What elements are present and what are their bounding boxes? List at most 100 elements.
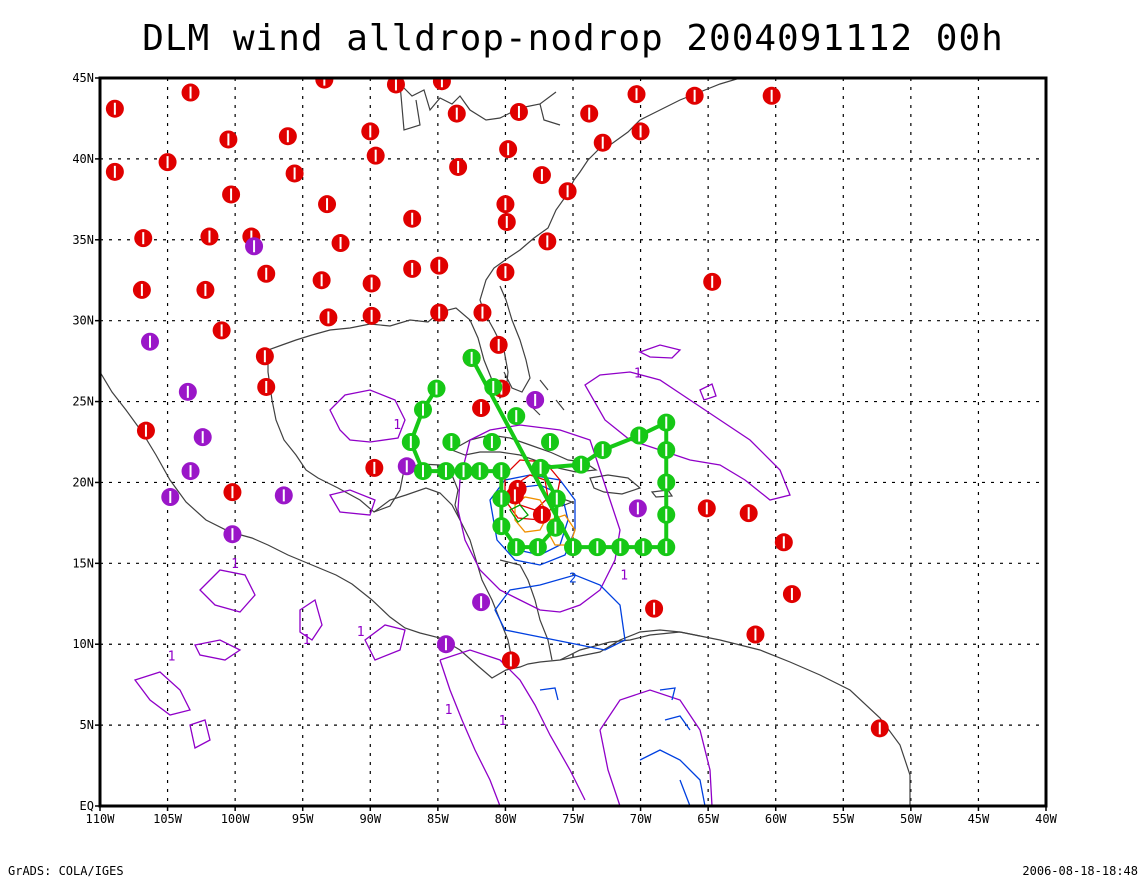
green-observation-marker [611,538,630,557]
red-observation-marker [472,399,491,418]
red-observation-marker [499,140,518,159]
coastline-gulf [267,78,741,521]
red-observation-marker [181,83,200,102]
x-tick-label: 90W [359,812,381,826]
red-observation-marker [489,335,508,354]
red-observation-marker [403,209,422,228]
coastline-venezuela [559,631,701,661]
contour-label: 1 [168,649,176,664]
contour-label: 1 [393,418,401,433]
red-observation-marker [255,347,274,366]
x-tick-label: 80W [495,812,517,826]
purple-observation-marker [526,390,545,409]
red-observation-marker [496,195,515,214]
purple-observation-marker [436,635,455,654]
red-observation-marker [501,651,520,670]
contour-purple-9 [133,671,191,716]
red-observation-marker [782,585,801,604]
green-observation-marker [401,433,420,451]
red-observation-marker [212,321,231,340]
red-observation-marker [538,232,557,251]
green-observation-marker [572,455,591,474]
red-observation-marker [312,271,331,290]
contour-labels: 1 1 1 1 1 1 1 1 2 1 [168,366,642,729]
green-observation-marker [657,441,676,460]
y-tick-label: EQ [80,799,94,813]
red-observation-marker [285,164,304,183]
red-observation-marker [645,599,664,618]
red-observation-marker [870,719,889,738]
contour-blue-4 [639,687,706,806]
green-observation-marker [454,462,473,481]
green-observation-marker [657,505,676,524]
red-observation-marker [365,458,384,477]
red-observation-marker [200,227,219,246]
green-observation-marker [588,538,607,557]
red-observation-marker [196,280,215,299]
green-observation-marker [413,400,432,419]
red-observation-marker [134,229,153,248]
green-observation-marker [436,462,455,481]
contour-purple-4 [638,344,682,359]
y-tick-label: 25N [72,395,94,409]
red-observation-marker [580,104,599,123]
red-observation-marker [366,146,385,165]
green-observation-marker [630,426,649,445]
contour-purple-10 [189,719,211,749]
y-tick-label: 45N [72,71,94,85]
x-tick-label: 45W [968,812,990,826]
x-tick-label: 40W [1035,812,1057,826]
contour-label: 1 [620,569,628,584]
green-observation-marker [657,473,676,492]
green-observation-marker [657,413,676,432]
y-tick-label: 40N [72,152,94,166]
y-tick-label: 15N [72,556,94,570]
green-observations [401,348,676,557]
contour-purple-12 [599,689,713,806]
purple-observation-marker [472,593,491,612]
red-observation-marker [319,308,338,327]
green-observation-marker [541,433,560,451]
red-observations [105,78,889,738]
red-observation-marker [739,504,758,523]
red-observation-marker [430,256,449,275]
contour-purple-2 [457,424,621,613]
contour-purple-3 [584,371,791,501]
green-observation-marker [442,433,461,451]
wind-difference-contours [133,344,791,806]
red-observation-marker [219,130,238,149]
purple-observation-marker [397,457,416,476]
contour-purple-1 [329,389,406,443]
contour-label: 1 [303,633,311,648]
contour-label: 1 [231,557,239,572]
green-observation-marker [484,377,503,396]
map-title: DLM wind alldrop-nodrop 2004091112 00h [142,18,1004,59]
purple-observation-marker [161,488,180,507]
red-observation-marker [361,122,380,141]
x-tick-label: 110W [86,812,116,826]
x-tick-label: 55W [832,812,854,826]
red-observation-marker [762,86,781,105]
axis-ticks: 110W 105W 100W 95W 90W 85W 80W 75W 70W 65W 60W 55W 5… [72,71,1057,826]
red-observation-marker [532,505,551,524]
coastline-hispaniola [589,474,642,495]
footer-timestamp: 2006-08-18-18:48 [1022,864,1138,878]
green-observation-marker [564,538,582,557]
x-tick-label: 100W [221,812,251,826]
green-observation-marker [413,462,432,481]
y-tick-label: 35N [72,233,94,247]
green-observation-marker [507,538,526,557]
green-observation-marker [634,538,653,557]
red-observation-marker [532,166,551,185]
green-observation-marker [482,433,501,451]
red-observation-marker [593,133,612,152]
red-observation-marker [315,78,334,89]
red-observation-marker [558,182,577,201]
contour-purple-7 [299,598,323,641]
contour-label: 1 [357,625,365,640]
coastline-yucatan [373,463,461,521]
purple-observation-marker [178,382,197,401]
purple-observation-marker [141,332,160,351]
purple-observation-marker [274,486,293,505]
